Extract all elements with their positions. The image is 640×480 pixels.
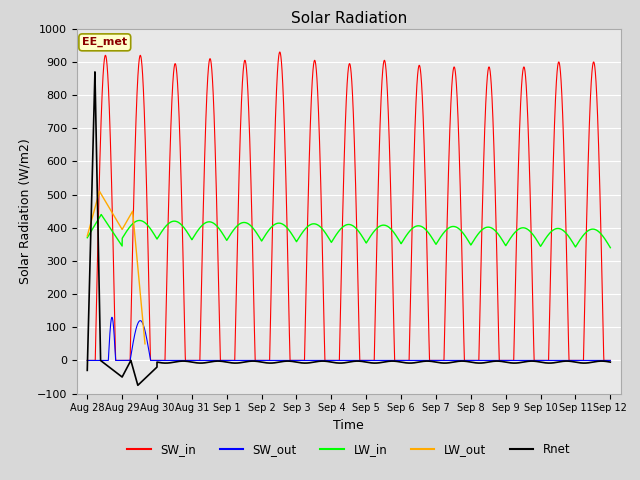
SW_out [198, 358, 206, 363]
SW_in [83, 358, 91, 363]
LW_in [209, 220, 217, 226]
SW_in [276, 49, 284, 55]
Title: Solar Radiation: Solar Radiation [291, 11, 407, 26]
Rnet [360, 359, 368, 365]
SW_out [209, 358, 217, 363]
LW_in [140, 219, 148, 225]
LW_in [100, 216, 108, 221]
LW_in [360, 236, 368, 242]
Rnet [83, 368, 91, 373]
Legend: SW_in, SW_out, LW_in, LW_out, Rnet: SW_in, SW_out, LW_in, LW_out, Rnet [122, 438, 575, 461]
LW_in [83, 235, 91, 240]
SW_in [198, 260, 206, 266]
SW_in [537, 358, 545, 363]
SW_out [140, 325, 148, 331]
SW_in [140, 108, 148, 114]
Text: EE_met: EE_met [82, 37, 127, 48]
Y-axis label: Solar Radiation (W/m2): Solar Radiation (W/m2) [18, 138, 31, 284]
Line: SW_in: SW_in [87, 52, 611, 360]
LW_in [97, 212, 105, 217]
Rnet [134, 383, 141, 388]
SW_out [537, 358, 545, 363]
Rnet [91, 69, 99, 75]
Line: Rnet: Rnet [87, 72, 611, 385]
SW_in [360, 358, 368, 363]
LW_in [537, 243, 545, 249]
Line: SW_out: SW_out [87, 317, 611, 360]
Rnet [537, 359, 545, 365]
Line: LW_out: LW_out [87, 192, 145, 344]
SW_out [360, 358, 368, 363]
LW_out [140, 333, 148, 339]
Rnet [209, 359, 217, 364]
Rnet [198, 360, 206, 366]
SW_out [108, 314, 116, 320]
LW_in [607, 245, 614, 251]
LW_in [198, 223, 206, 228]
SW_in [209, 84, 217, 89]
Rnet [140, 376, 148, 382]
SW_out [100, 358, 108, 363]
LW_out [100, 196, 108, 202]
SW_out [607, 358, 614, 363]
SW_in [100, 60, 108, 66]
Rnet [607, 359, 614, 365]
X-axis label: Time: Time [333, 419, 364, 432]
Rnet [100, 360, 108, 366]
SW_out [83, 358, 91, 363]
Line: LW_in: LW_in [87, 215, 611, 248]
LW_out [83, 233, 91, 239]
SW_in [607, 358, 614, 363]
